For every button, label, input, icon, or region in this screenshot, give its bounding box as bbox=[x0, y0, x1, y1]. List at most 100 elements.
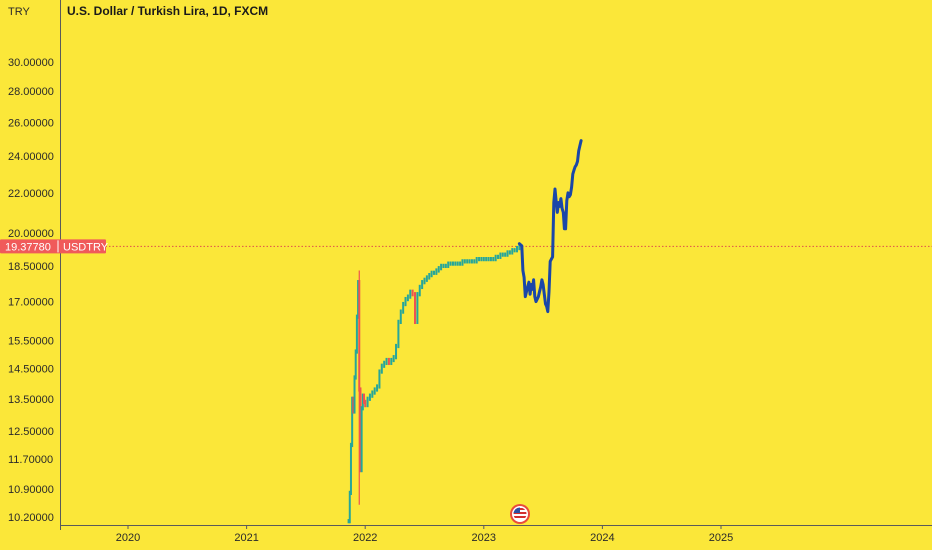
candle bbox=[347, 519, 350, 524]
x-tick-label: 2024 bbox=[590, 532, 614, 544]
candle bbox=[485, 257, 488, 262]
candle bbox=[473, 259, 476, 264]
y-tick-label: 20.00000 bbox=[8, 228, 54, 240]
candle bbox=[359, 387, 362, 473]
candle bbox=[425, 275, 428, 282]
candle bbox=[430, 270, 433, 278]
candle bbox=[351, 396, 354, 448]
candle bbox=[516, 245, 519, 253]
candle bbox=[435, 268, 438, 275]
candle bbox=[355, 314, 358, 354]
us-flag-icon[interactable] bbox=[510, 504, 530, 524]
y-tick-label: 10.20000 bbox=[8, 512, 54, 524]
candle bbox=[451, 261, 454, 266]
y-tick-label: 15.50000 bbox=[8, 336, 54, 348]
candle bbox=[508, 250, 511, 255]
candle bbox=[395, 343, 398, 360]
price-tag[interactable]: 19.37780 USDTRY bbox=[0, 239, 109, 254]
price-tag-box bbox=[0, 239, 106, 254]
y-tick-label: 10.90000 bbox=[8, 484, 54, 496]
y-tick-label: 24.00000 bbox=[8, 151, 54, 163]
candle bbox=[406, 294, 409, 302]
candle bbox=[378, 369, 381, 389]
candle bbox=[504, 252, 507, 257]
y-tick-label: 30.00000 bbox=[8, 57, 54, 69]
y-tick-label: 12.50000 bbox=[8, 426, 54, 438]
y-tick-label: 28.00000 bbox=[8, 86, 54, 98]
candle bbox=[416, 292, 419, 324]
chart-title: U.S. Dollar / Turkish Lira, 1D, FXCM bbox=[67, 4, 268, 18]
candle bbox=[456, 261, 459, 266]
candle bbox=[361, 393, 364, 411]
candle bbox=[461, 259, 464, 266]
x-axis-ticks: 2020 2021 2022 2023 2024 2025 bbox=[116, 525, 733, 544]
candle bbox=[470, 259, 473, 264]
candle bbox=[487, 257, 490, 262]
candle bbox=[371, 390, 374, 398]
candle bbox=[501, 252, 504, 257]
y-tick-label: 17.00000 bbox=[8, 297, 54, 309]
y-tick-label: 11.70000 bbox=[8, 454, 53, 466]
candle bbox=[492, 257, 495, 262]
candle bbox=[494, 254, 497, 262]
candle bbox=[489, 257, 492, 262]
candlestick-series bbox=[347, 243, 521, 524]
candle bbox=[459, 261, 462, 266]
candle bbox=[357, 280, 360, 319]
candle bbox=[421, 280, 424, 290]
candle bbox=[348, 490, 351, 524]
candle bbox=[392, 355, 395, 363]
candle bbox=[432, 270, 435, 275]
x-tick-label: 2023 bbox=[472, 532, 496, 544]
candle bbox=[411, 289, 414, 297]
candle bbox=[387, 357, 390, 365]
candle bbox=[475, 257, 478, 264]
candle bbox=[497, 254, 500, 259]
candle bbox=[468, 259, 471, 264]
candle bbox=[349, 442, 352, 496]
candle bbox=[414, 292, 417, 324]
candle bbox=[364, 399, 367, 408]
candle bbox=[354, 349, 357, 380]
y-tick-label: 22.00000 bbox=[8, 188, 54, 200]
candle bbox=[390, 357, 393, 365]
x-tick-label: 2020 bbox=[116, 532, 140, 544]
candle bbox=[518, 243, 521, 251]
candle bbox=[373, 387, 376, 395]
candle bbox=[385, 357, 388, 365]
candle bbox=[513, 248, 516, 253]
candle bbox=[360, 406, 363, 473]
candle bbox=[423, 277, 426, 285]
candle bbox=[511, 248, 514, 255]
candle bbox=[447, 261, 450, 269]
candle bbox=[397, 319, 400, 349]
candle bbox=[376, 384, 379, 392]
y-tick-label: 14.50000 bbox=[8, 364, 54, 376]
x-tick-label: 2025 bbox=[709, 532, 733, 544]
candle bbox=[440, 263, 443, 271]
candle bbox=[499, 252, 502, 259]
candle bbox=[399, 309, 402, 324]
candle bbox=[442, 263, 445, 269]
candle bbox=[383, 360, 386, 368]
candle bbox=[454, 261, 457, 266]
y-tick-label: 18.50000 bbox=[8, 261, 54, 273]
candle bbox=[463, 259, 466, 264]
y-tick-label: 26.00000 bbox=[8, 117, 54, 129]
candle bbox=[480, 257, 483, 262]
candle bbox=[482, 257, 485, 262]
candle bbox=[402, 301, 405, 314]
candle bbox=[409, 289, 412, 299]
y-tick-label: 13.50000 bbox=[8, 394, 54, 406]
candle bbox=[437, 266, 440, 273]
candle bbox=[418, 284, 421, 297]
candle bbox=[444, 263, 447, 269]
candle bbox=[363, 393, 366, 405]
candle bbox=[380, 363, 383, 374]
unit-label: TRY bbox=[8, 6, 30, 18]
candle bbox=[478, 257, 481, 262]
candle bbox=[506, 250, 509, 257]
candle bbox=[404, 296, 407, 307]
